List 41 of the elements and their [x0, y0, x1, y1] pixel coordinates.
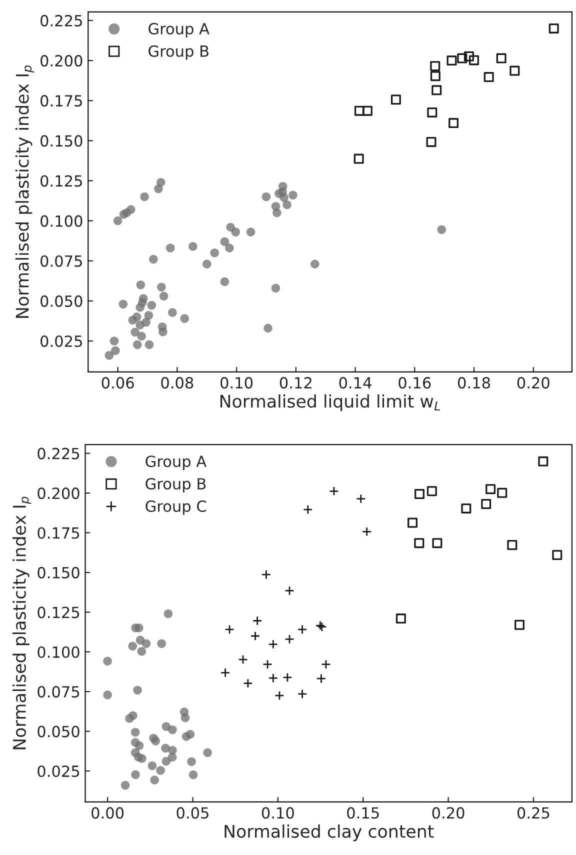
y-tick-label: 0.075 [38, 686, 80, 698]
x-tick-label: 0.20 [432, 807, 464, 819]
y-tick-label: 0.175 [40, 95, 82, 107]
y-tick-label: 0.225 [38, 448, 80, 460]
x-tick-label: 0.14 [339, 377, 372, 389]
legend-label: Group A [148, 22, 210, 38]
x-tick-label: 0.06 [102, 377, 134, 389]
y-tick-label: 0.150 [38, 566, 80, 578]
y-tick-label: 0.050 [40, 295, 82, 307]
x-tick-label: 0.25 [517, 807, 550, 819]
x-tick-label: 0.05 [176, 807, 208, 819]
x-tick-label: 0.12 [280, 377, 312, 389]
legend-label: Group A [146, 456, 207, 470]
y-tick-label: 0.075 [40, 255, 82, 267]
x-tick-label: 0.16 [398, 377, 431, 389]
y-tick-label: 0.050 [38, 726, 80, 738]
x-tick-label: 0.10 [262, 807, 294, 819]
x-tick-label: 0.10 [220, 377, 253, 389]
y-tick-label: 0.025 [38, 765, 80, 778]
y-tick-label: 0.025 [40, 335, 82, 348]
y-tick-label: 0.225 [40, 14, 82, 26]
y-tick-label: 0.200 [38, 488, 80, 500]
x-axis-title: Normalised liquid limit w$_{L}$ [220, 394, 440, 412]
x-tick-label: 0.18 [458, 377, 490, 389]
y-tick-label: 0.150 [40, 135, 82, 147]
x-axis-title: Normalised clay content [224, 824, 434, 842]
legend-label: Group C [146, 500, 206, 515]
y-tick-label: 0.100 [40, 215, 82, 227]
y-tick-label: 0.200 [40, 54, 82, 67]
y-tick-label: 0.175 [38, 527, 80, 539]
x-tick-label: 0.15 [347, 807, 379, 819]
y-tick-label: 0.125 [38, 606, 80, 618]
legend-label: Group B [148, 45, 208, 60]
y-tick-label: 0.100 [38, 646, 80, 658]
y-axis-title: Normalised plasticity index I$_{p}$ [15, 65, 34, 318]
x-tick-label: 0.20 [517, 377, 550, 389]
x-tick-label: 0.08 [161, 377, 194, 389]
y-tick-label: 0.125 [40, 175, 82, 187]
legend-label: Group B [146, 478, 206, 493]
x-tick-label: 0.00 [92, 807, 124, 819]
y-axis-title: Normalised plasticity index I$_{p}$ [12, 496, 32, 750]
